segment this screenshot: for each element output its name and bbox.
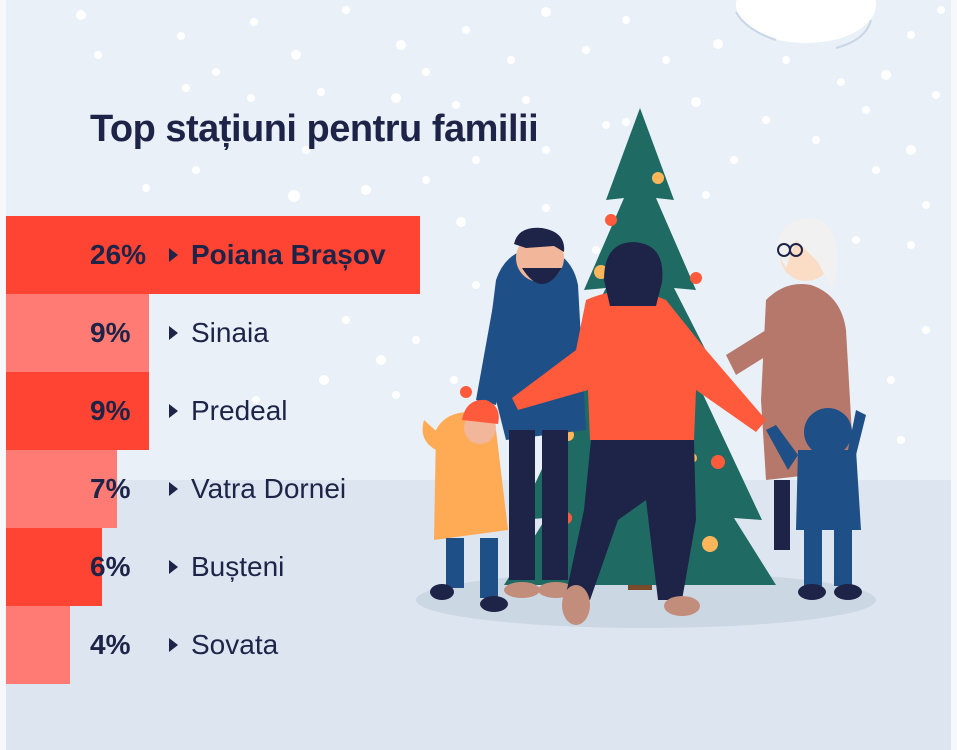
bar-row: 26% Poiana Brașov bbox=[6, 216, 426, 294]
bar bbox=[6, 606, 70, 684]
moon bbox=[736, 0, 876, 43]
bar-row: 6% Bușteni bbox=[6, 528, 426, 606]
bar bbox=[6, 216, 420, 294]
bar bbox=[6, 450, 117, 528]
triangle-right-icon bbox=[169, 326, 178, 340]
category-label: Sinaia bbox=[191, 317, 269, 348]
bar-value-label: 6% bbox=[90, 551, 131, 582]
bar-row: 4% Sovata bbox=[6, 606, 426, 684]
child-left-figure bbox=[422, 386, 508, 612]
winter-family-illustration bbox=[76, 0, 945, 628]
triangle-right-icon bbox=[169, 248, 178, 262]
bar-value-label: 9% bbox=[90, 317, 131, 348]
infographic-card: Top stațiuni pentru familii 26% Poiana Br… bbox=[6, 0, 951, 750]
bar-row: 9% Predeal bbox=[6, 372, 426, 450]
mother-figure bbox=[512, 242, 766, 625]
category-label: Sovata bbox=[191, 629, 279, 660]
triangle-right-icon bbox=[169, 404, 178, 418]
bar-value-label: 9% bbox=[90, 395, 131, 426]
bar bbox=[6, 294, 149, 372]
bar bbox=[6, 372, 149, 450]
bar bbox=[6, 528, 102, 606]
bar-row: 7% Vatra Dornei bbox=[6, 450, 426, 528]
triangle-right-icon bbox=[169, 638, 178, 652]
category-label: Predeal bbox=[191, 395, 288, 426]
category-label: Vatra Dornei bbox=[191, 473, 347, 504]
child-right-figure bbox=[766, 408, 866, 600]
snowflakes bbox=[76, 6, 945, 444]
bar-row: 9% Sinaia bbox=[6, 294, 426, 372]
chart-title: Top stațiuni pentru familii bbox=[90, 108, 539, 150]
category-label: Poiana Brașov bbox=[191, 239, 386, 270]
category-label: Bușteni bbox=[191, 551, 285, 582]
bar-value-label: 7% bbox=[90, 473, 131, 504]
bar-value-label: 4% bbox=[90, 629, 131, 660]
triangle-right-icon bbox=[169, 482, 178, 496]
bar-value-label: 26% bbox=[90, 239, 147, 270]
triangle-right-icon bbox=[169, 560, 178, 574]
